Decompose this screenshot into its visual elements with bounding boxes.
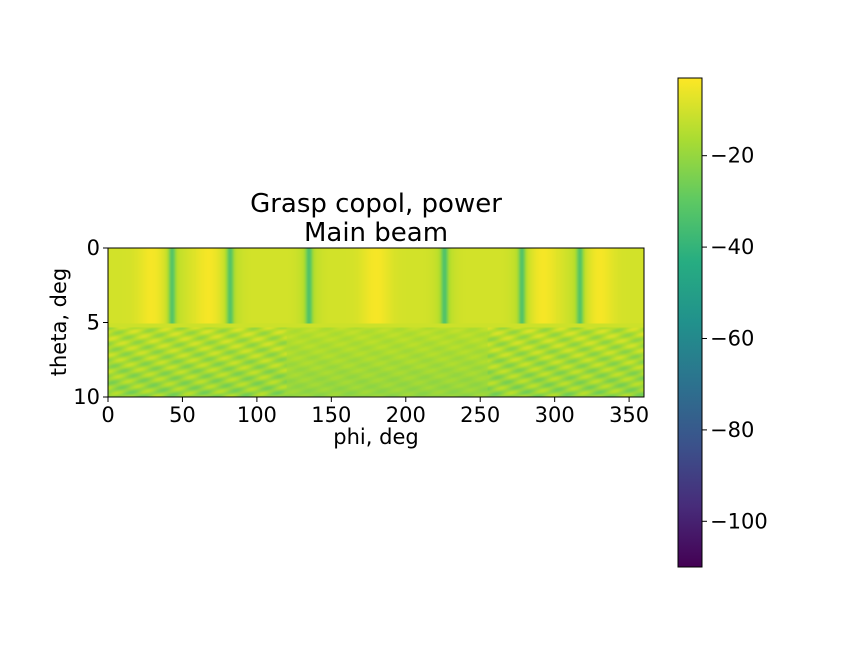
x-tick-label: 350 — [609, 403, 649, 427]
y-axis-label: theta, deg — [47, 268, 71, 377]
x-axis-ticks: 0 50 100 150 200 250 300 350 — [101, 397, 649, 427]
x-axis-label: phi, deg — [333, 425, 418, 449]
y-tick-label: 5 — [87, 311, 100, 335]
y-tick-label: 0 — [87, 236, 100, 260]
colorbar-tick-label: −20 — [710, 144, 754, 168]
x-tick-label: 150 — [311, 403, 351, 427]
x-tick-label: 250 — [460, 403, 500, 427]
chart-subtitle: Main beam — [304, 218, 448, 248]
x-tick-label: 200 — [386, 403, 426, 427]
colorbar — [677, 77, 703, 568]
colorbar-tick-label: −100 — [710, 509, 768, 533]
colorbar-tick-label: −80 — [710, 418, 754, 442]
colorbar-tick-label: −60 — [710, 326, 754, 350]
colorbar-tick-label: −40 — [710, 235, 754, 259]
y-axis-ticks: 0 5 10 — [73, 236, 108, 409]
x-tick-label: 300 — [535, 403, 575, 427]
x-tick-label: 50 — [169, 403, 196, 427]
y-tick-label: 10 — [73, 385, 100, 409]
x-tick-label: 100 — [237, 403, 277, 427]
x-tick-label: 0 — [101, 403, 114, 427]
colorbar-ticks: −20 −40 −60 −80 −100 — [702, 144, 768, 533]
heatmap-image — [108, 248, 644, 397]
chart-title: Grasp copol, power — [250, 189, 502, 219]
